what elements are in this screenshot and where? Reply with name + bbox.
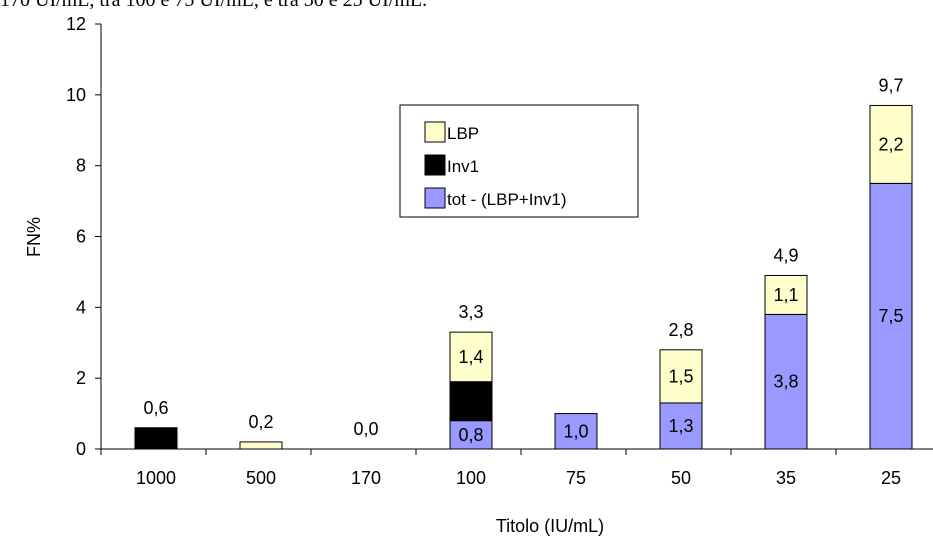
y-tick-label: 0	[76, 439, 86, 459]
total-value-label: 0,0	[353, 419, 378, 439]
bar-segment	[554, 413, 598, 450]
y-tick-label: 6	[76, 227, 86, 247]
legend-label: tot - (LBP+Inv1)	[447, 190, 567, 209]
segment-value-label: 3,8	[773, 372, 798, 392]
segment-value-label: 0,8	[458, 425, 483, 445]
legend-swatch	[424, 187, 446, 209]
y-axis-title: FN%	[24, 217, 44, 257]
bar-segment	[239, 441, 283, 450]
bar-segment	[134, 427, 178, 450]
x-axis-title: Titolo (IU/mL)	[496, 516, 604, 536]
y-tick-label: 8	[76, 156, 86, 176]
y-tick-label: 2	[76, 368, 86, 388]
segment-value-label: 1,0	[563, 421, 588, 441]
total-value-label: 0,6	[143, 398, 168, 418]
segment-value-label: 1,3	[668, 416, 693, 436]
legend-swatch	[424, 154, 446, 176]
total-value-label: 4,9	[773, 245, 798, 265]
bar-segment	[659, 349, 703, 404]
axes: 0 2 4 6 8 10 12 1000 500 170 100 75 50 35 25	[66, 14, 933, 488]
caption-fragment: 170 UI/mL, tra 100 e 75 UI/mL, e tra 50 …	[0, 0, 428, 11]
x-tick-label: 100	[456, 468, 486, 488]
total-value-label: 0,2	[248, 412, 273, 432]
segment-value-label: 1,4	[458, 347, 483, 367]
x-tick-label: 1000	[136, 468, 176, 488]
bar-segment	[449, 381, 493, 422]
segment-value-label: 1,1	[773, 285, 798, 305]
bar-segment	[764, 274, 808, 315]
x-tick-label: 25	[881, 468, 901, 488]
y-tick-label: 4	[76, 297, 86, 317]
legend-label: LBP	[447, 124, 479, 143]
total-value-label: 2,8	[668, 320, 693, 340]
x-tick-label: 170	[351, 468, 381, 488]
total-value-label: 9,7	[878, 75, 903, 95]
legend: LBP Inv1 tot - (LBP+Inv1)	[399, 104, 639, 218]
x-tick-label: 500	[246, 468, 276, 488]
bars	[134, 104, 913, 450]
bar-segment	[659, 402, 703, 450]
y-tick-label: 12	[66, 14, 86, 34]
segment-value-label: 2,2	[878, 134, 903, 154]
bar-segment	[449, 331, 493, 383]
data-labels: 0,6 0,2 0,0 0,8 1,1 1,4 3,3 1,0 1,3 1,5 2,8 3,8 1,1 4…	[143, 75, 903, 444]
y-tick-label: 10	[66, 85, 86, 105]
bar-segment	[449, 420, 493, 450]
bar-segment	[869, 104, 913, 184]
total-value-label: 3,3	[458, 302, 483, 322]
x-tick-label: 35	[776, 468, 796, 488]
segment-value-label: 1,1	[458, 391, 483, 411]
segment-value-label: 1,5	[668, 366, 693, 386]
segment-value-label: 7,5	[878, 306, 903, 326]
legend-label: Inv1	[447, 157, 479, 176]
x-tick-label: 75	[566, 468, 586, 488]
bar-segment	[869, 182, 913, 450]
legend-swatch	[424, 121, 446, 143]
x-tick-label: 50	[671, 468, 691, 488]
